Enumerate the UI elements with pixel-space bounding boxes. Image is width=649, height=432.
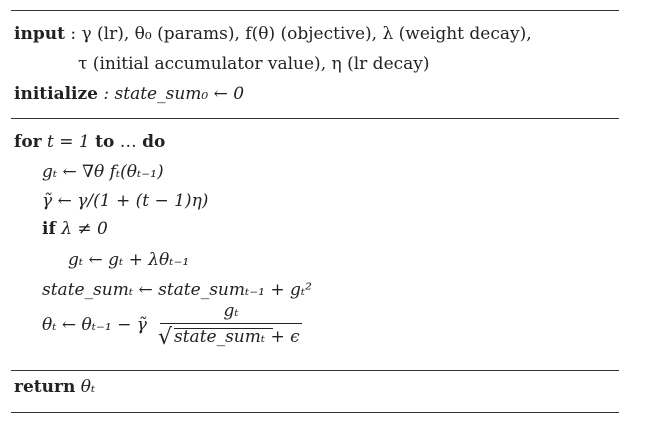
theta-update-line: θₜ ← θₜ₋₁ − γ̃ — [42, 315, 147, 335]
fraction-numerator: gₜ — [223, 301, 239, 321]
fraction-denominator: state_sumₜ + ϵ — [174, 327, 300, 347]
return-value: θₜ — [80, 377, 96, 397]
return-line: return θₜ — [14, 377, 95, 397]
gamma-line: γ̃ ← γ/(1 + (t − 1)η) — [42, 191, 208, 211]
bottom-rule — [11, 412, 619, 413]
state-sum-line: state_sumₜ ← state_sumₜ₋₁ + gₜ² — [42, 280, 312, 300]
theta-update-lhs: θₜ ← θₜ₋₁ − γ̃ — [42, 315, 147, 335]
if-line: if λ ≠ 0 — [42, 219, 108, 239]
initialize-label: initialize — [14, 84, 98, 104]
if-condition: λ ≠ 0 — [61, 219, 108, 239]
for-line: for t = 1 to … do — [14, 132, 165, 152]
if-keyword: if — [42, 219, 56, 239]
do-keyword: do — [142, 132, 166, 152]
top-rule — [11, 10, 619, 11]
to-keyword: to — [95, 132, 115, 152]
input-params-1: : γ (lr), θ₀ (params), f(θ) (objective),… — [70, 24, 532, 44]
for-keyword: for — [14, 132, 42, 152]
initialize-line: initialize : state_sum₀ ← 0 — [14, 84, 244, 104]
grad-line: gₜ ← ∇θ fₜ(θₜ₋₁) — [42, 162, 164, 182]
fraction-bar — [160, 323, 302, 324]
grad-expression: gₜ ← ∇θ fₜ(θₜ₋₁) — [42, 162, 164, 182]
gamma-expression: γ̃ ← γ/(1 + (t − 1)η) — [42, 191, 209, 211]
for-expression: t = 1 — [47, 132, 90, 152]
body-rule — [11, 370, 619, 371]
input-line-2: τ (initial accumulator value), η (lr dec… — [78, 54, 430, 74]
initialize-value: : state_sum₀ ← 0 — [103, 84, 245, 104]
sqrt-sign: √ — [158, 325, 173, 350]
for-dots: … — [119, 132, 137, 152]
update-fraction-numerator: gₜ — [160, 301, 302, 321]
input-label: input — [14, 24, 65, 44]
state-sum-expression: state_sumₜ ← state_sumₜ₋₁ + gₜ² — [42, 280, 312, 300]
weight-decay-line: gₜ ← gₜ + λθₜ₋₁ — [68, 250, 189, 270]
header-rule — [11, 118, 619, 119]
input-params-2: τ (initial accumulator value), η (lr dec… — [78, 54, 430, 74]
fraction-denominator-line: state_sumₜ + ϵ — [174, 327, 300, 347]
weight-decay-expression: gₜ ← gₜ + λθₜ₋₁ — [68, 250, 190, 270]
sqrt-overline — [174, 328, 273, 329]
return-keyword: return — [14, 377, 76, 397]
input-line-1: input : γ (lr), θ₀ (params), f(θ) (objec… — [14, 24, 532, 44]
